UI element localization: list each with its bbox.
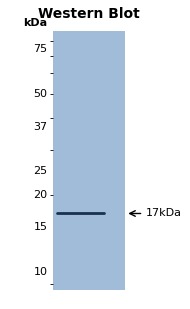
Text: 10: 10	[33, 267, 48, 277]
Text: 50: 50	[33, 89, 48, 99]
Text: 25: 25	[33, 166, 48, 176]
Text: 17kDa: 17kDa	[146, 209, 182, 218]
Text: kDa: kDa	[23, 18, 48, 28]
Text: Western Blot: Western Blot	[38, 6, 140, 20]
Text: 37: 37	[33, 122, 48, 132]
Text: 15: 15	[33, 222, 48, 232]
Text: 75: 75	[33, 44, 48, 54]
Text: 20: 20	[33, 190, 48, 201]
